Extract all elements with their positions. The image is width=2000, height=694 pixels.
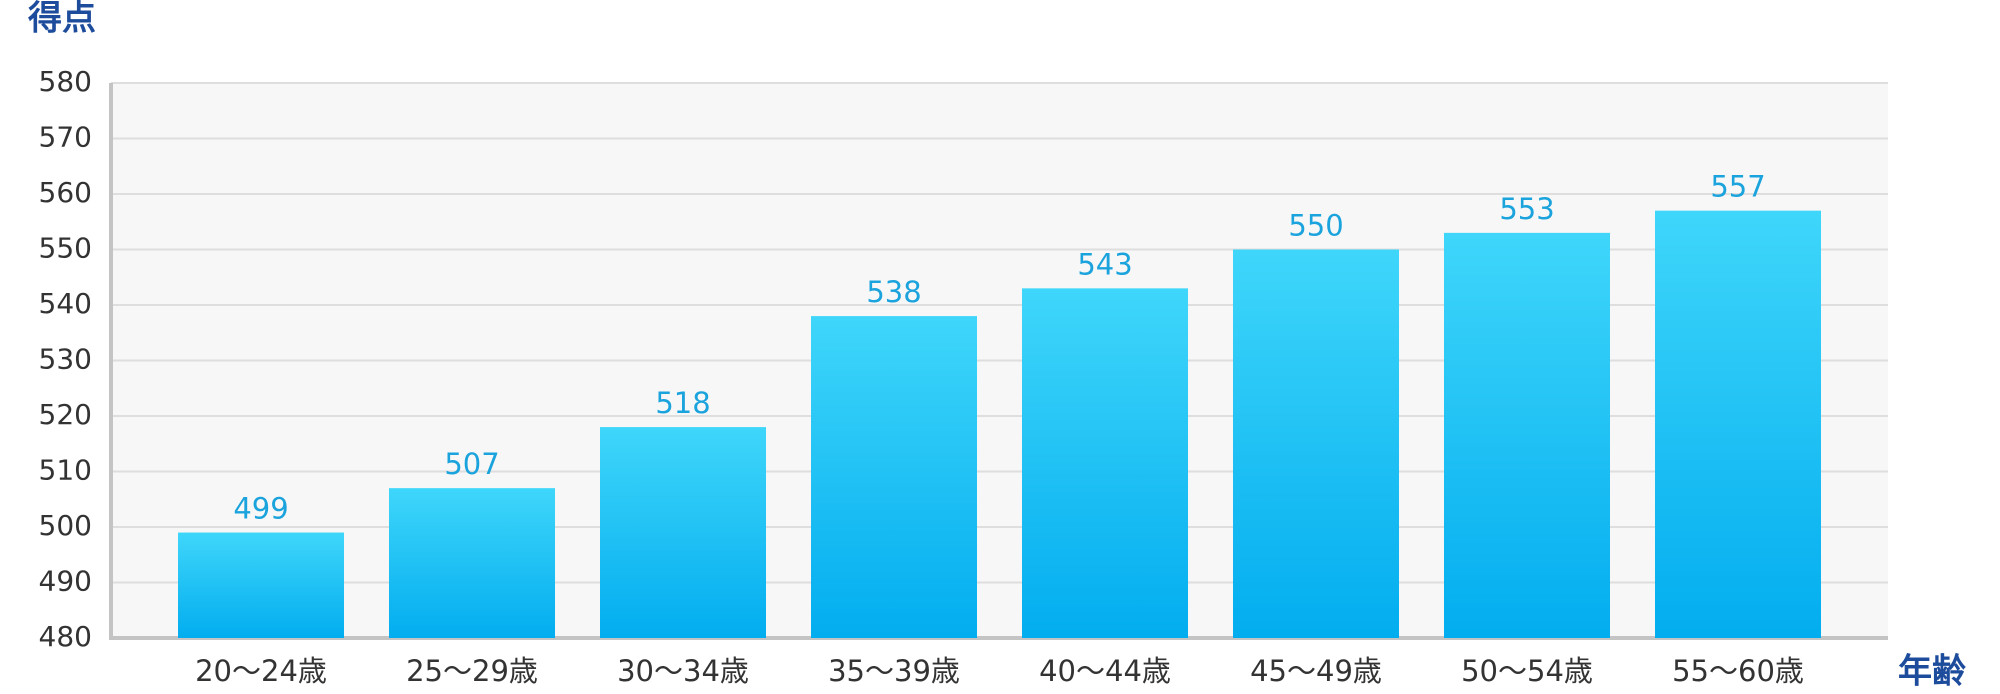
bar [389, 488, 555, 638]
bar [1022, 288, 1188, 638]
bar [1655, 210, 1821, 638]
bar [811, 316, 977, 638]
y-tick-label: 510 [39, 454, 92, 487]
bar [1233, 249, 1399, 638]
y-tick-label: 500 [39, 509, 92, 542]
y-tick-label: 530 [39, 343, 92, 376]
y-tick-label: 520 [39, 398, 92, 431]
value-label: 518 [655, 386, 710, 420]
value-label: 538 [866, 275, 921, 309]
y-tick-label: 480 [39, 620, 92, 653]
value-label: 553 [1499, 192, 1554, 226]
y-tick-label: 550 [39, 232, 92, 265]
bar [600, 427, 766, 638]
value-label: 499 [233, 492, 288, 526]
y-tick-label: 490 [39, 565, 92, 598]
x-tick-label: 50〜54歳 [1461, 654, 1593, 688]
value-label: 507 [444, 447, 499, 481]
x-tick-label: 35〜39歳 [828, 654, 960, 688]
x-tick-label: 25〜29歳 [406, 654, 538, 688]
bar [178, 532, 344, 638]
x-tick-label: 55〜60歳 [1672, 654, 1804, 688]
x-tick-label: 30〜34歳 [617, 654, 749, 688]
x-tick-label: 40〜44歳 [1039, 654, 1171, 688]
bar [1444, 232, 1610, 638]
x-axis-label: 年齢 [1898, 652, 1966, 692]
x-tick-label: 20〜24歳 [195, 654, 327, 688]
y-tick-label: 540 [39, 287, 92, 320]
y-tick-label: 560 [39, 176, 92, 209]
value-label: 543 [1077, 247, 1132, 281]
chart-title: 得点 [27, 0, 96, 39]
y-tick-label: 580 [39, 65, 92, 98]
y-tick-label: 570 [39, 121, 92, 154]
value-label: 557 [1710, 170, 1765, 204]
value-label: 550 [1288, 209, 1343, 243]
x-tick-label: 45〜49歳 [1250, 654, 1382, 688]
